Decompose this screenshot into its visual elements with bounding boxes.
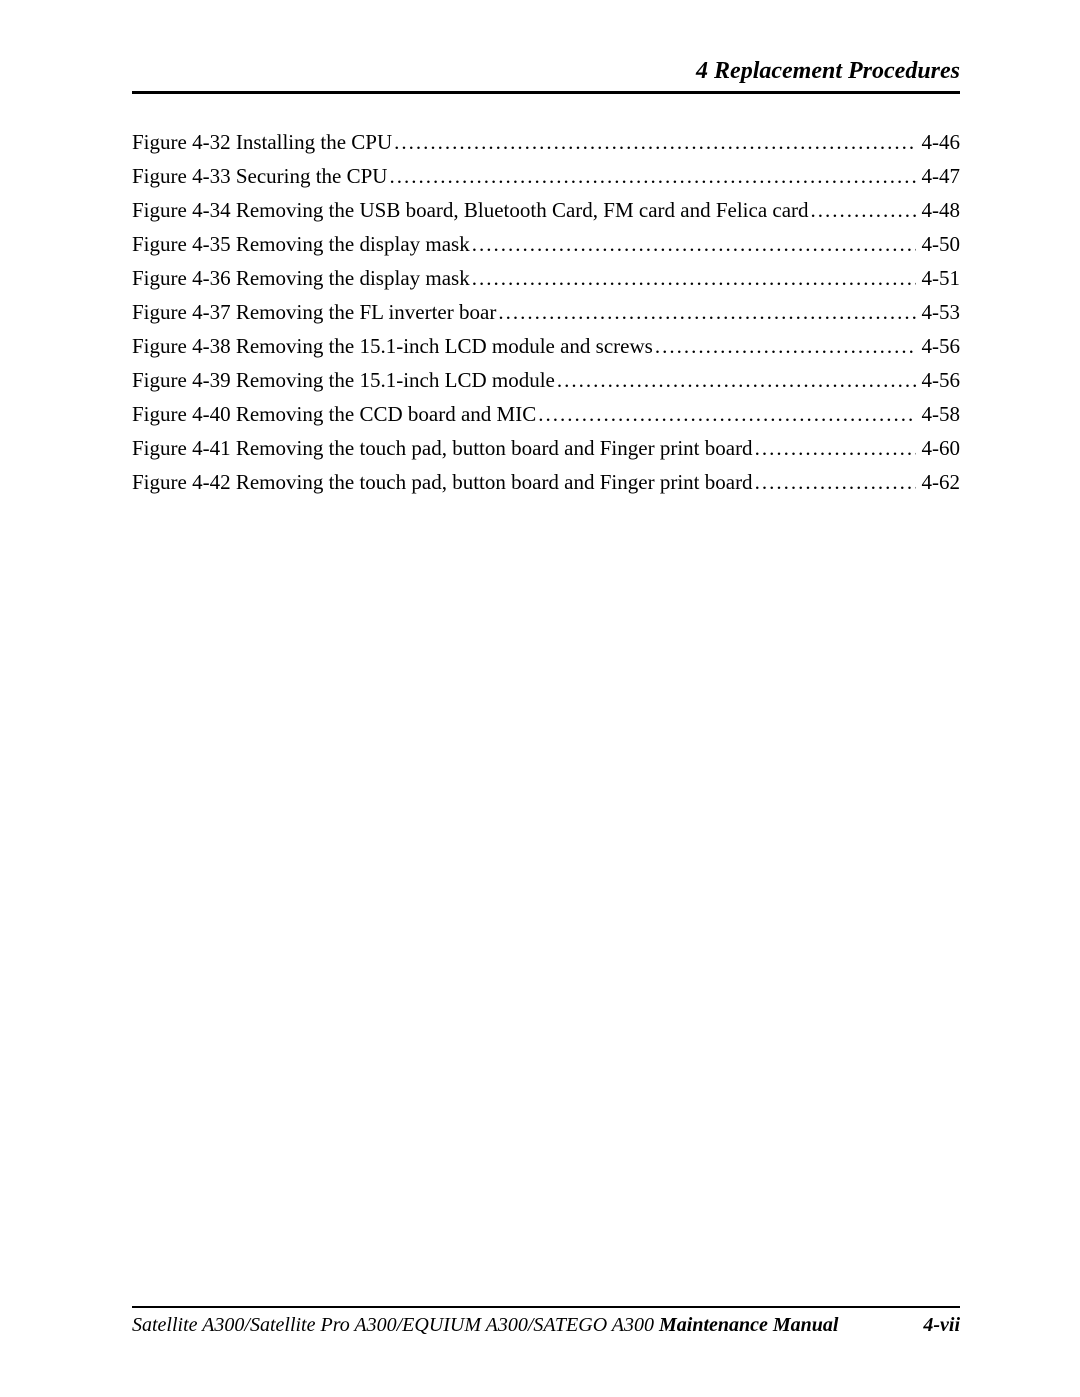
toc-dot-leader: ........................................…	[653, 336, 916, 357]
toc-dot-leader: ........................................…	[470, 268, 916, 289]
toc-entry-page: 4-58	[916, 404, 961, 425]
footer-line: Satellite A300/Satellite Pro A300/EQUIUM…	[132, 1314, 960, 1337]
toc-dot-leader: ........................................…	[392, 132, 915, 153]
toc-entry-label: Figure 4-32 Installing the CPU	[132, 132, 392, 153]
toc-dot-leader: ........................................…	[387, 166, 915, 187]
toc-entry-label: Figure 4-37 Removing the FL inverter boa…	[132, 302, 496, 323]
toc-entry-label: Figure 4-33 Securing the CPU	[132, 166, 387, 187]
footer-left: Satellite A300/Satellite Pro A300/EQUIUM…	[132, 1314, 838, 1337]
toc-row: Figure 4-40 Removing the CCD board and M…	[132, 404, 960, 425]
toc-entry-page: 4-56	[916, 370, 961, 391]
toc-entry-page: 4-60	[916, 438, 961, 459]
toc-dot-leader: ........................................…	[809, 200, 916, 221]
header-rule	[132, 91, 960, 94]
toc-entry-label: Figure 4-36 Removing the display mask	[132, 268, 470, 289]
footer-left-bold: Maintenance Manual	[659, 1314, 838, 1336]
footer-left-plain: Satellite A300/Satellite Pro A300/EQUIUM…	[132, 1314, 659, 1336]
toc-row: Figure 4-36 Removing the display mask...…	[132, 268, 960, 289]
toc-row: Figure 4-37 Removing the FL inverter boa…	[132, 302, 960, 323]
toc-dot-leader: ........................................…	[753, 438, 916, 459]
toc-entry-label: Figure 4-42 Removing the touch pad, butt…	[132, 472, 753, 493]
toc-row: Figure 4-35 Removing the display mask...…	[132, 234, 960, 255]
toc-entry-page: 4-46	[916, 132, 961, 153]
toc-row: Figure 4-33 Securing the CPU............…	[132, 166, 960, 187]
toc-dot-leader: ........................................…	[555, 370, 916, 391]
table-of-figures: Figure 4-32 Installing the CPU..........…	[132, 132, 960, 493]
toc-entry-label: Figure 4-38 Removing the 15.1-inch LCD m…	[132, 336, 653, 357]
toc-entry-page: 4-51	[916, 268, 961, 289]
toc-row: Figure 4-38 Removing the 15.1-inch LCD m…	[132, 336, 960, 357]
footer-rule	[132, 1306, 960, 1308]
toc-dot-leader: ........................................…	[753, 472, 916, 493]
toc-entry-page: 4-62	[916, 472, 961, 493]
toc-row: Figure 4-34 Removing the USB board, Blue…	[132, 200, 960, 221]
toc-row: Figure 4-32 Installing the CPU..........…	[132, 132, 960, 153]
toc-entry-label: Figure 4-41 Removing the touch pad, butt…	[132, 438, 753, 459]
toc-entry-page: 4-48	[916, 200, 961, 221]
toc-dot-leader: ........................................…	[496, 302, 915, 323]
page-footer: Satellite A300/Satellite Pro A300/EQUIUM…	[132, 1306, 960, 1337]
toc-entry-label: Figure 4-40 Removing the CCD board and M…	[132, 404, 536, 425]
footer-page-number: 4-vii	[923, 1314, 960, 1337]
toc-row: Figure 4-42 Removing the touch pad, butt…	[132, 472, 960, 493]
toc-row: Figure 4-41 Removing the touch pad, butt…	[132, 438, 960, 459]
toc-row: Figure 4-39 Removing the 15.1-inch LCD m…	[132, 370, 960, 391]
page-content: 4 Replacement Procedures Figure 4-32 Ins…	[0, 0, 1080, 493]
toc-entry-page: 4-56	[916, 336, 961, 357]
toc-entry-page: 4-47	[916, 166, 961, 187]
toc-dot-leader: ........................................…	[470, 234, 916, 255]
toc-entry-page: 4-53	[916, 302, 961, 323]
toc-entry-label: Figure 4-34 Removing the USB board, Blue…	[132, 200, 809, 221]
toc-entry-label: Figure 4-39 Removing the 15.1-inch LCD m…	[132, 370, 555, 391]
page-header-title: 4 Replacement Procedures	[132, 58, 960, 85]
toc-entry-label: Figure 4-35 Removing the display mask	[132, 234, 470, 255]
toc-dot-leader: ........................................…	[536, 404, 915, 425]
toc-entry-page: 4-50	[916, 234, 961, 255]
